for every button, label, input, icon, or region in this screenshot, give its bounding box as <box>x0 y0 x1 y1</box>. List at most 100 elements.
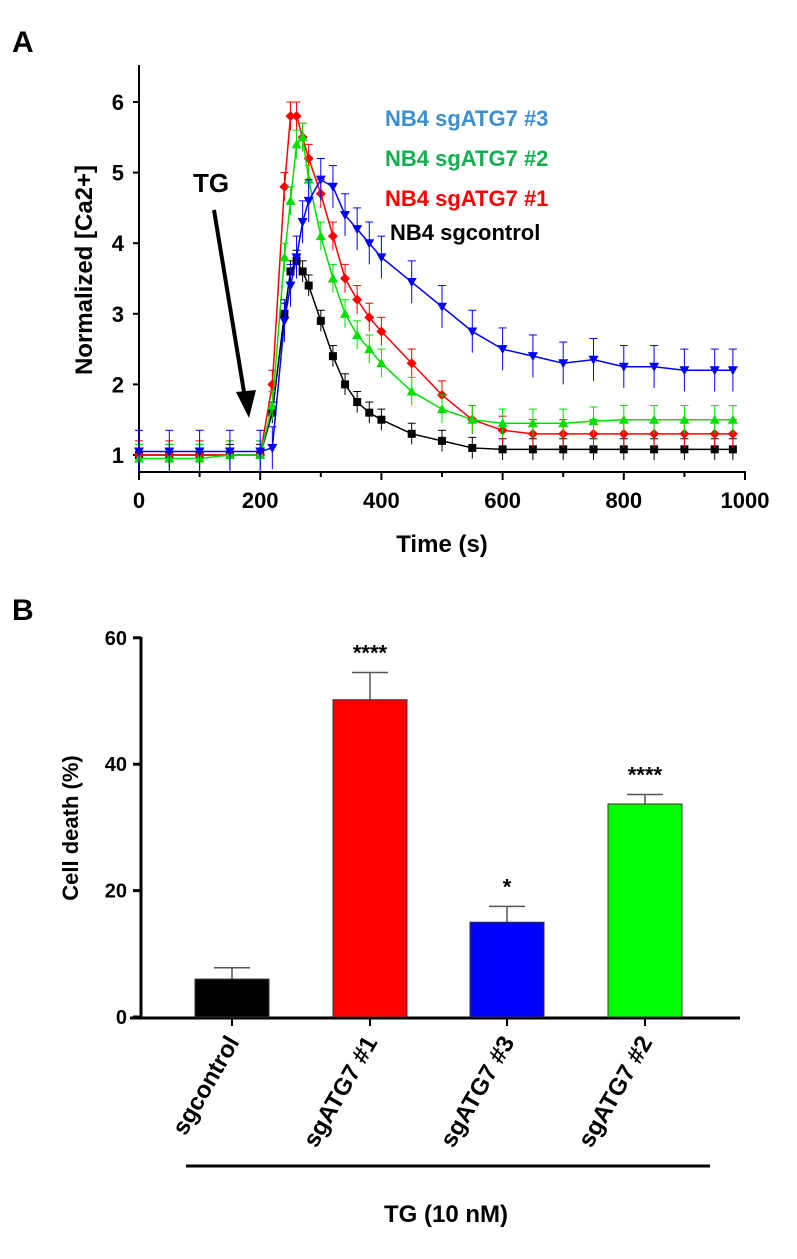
data-point <box>406 358 417 369</box>
x-tick-label: 1000 <box>721 488 770 513</box>
data-point <box>267 443 278 453</box>
legend-entry: NB4 sgcontrol <box>390 220 540 245</box>
x-tick-label: sgcontrol <box>167 1032 245 1140</box>
data-point <box>588 355 599 365</box>
y-tick-label: 60 <box>105 628 127 650</box>
panel-a-label: A <box>12 26 34 59</box>
data-point <box>303 196 314 206</box>
data-point <box>406 278 417 288</box>
data-point <box>327 231 338 242</box>
data-point <box>497 345 508 355</box>
data-point <box>467 414 478 424</box>
y-tick-label: 0 <box>116 1007 127 1029</box>
data-point <box>279 252 290 262</box>
y-tick-label: 6 <box>112 90 124 115</box>
data-point <box>352 225 363 235</box>
data-point <box>559 445 568 454</box>
x-tick-label: sgATG7 #1 <box>298 1032 383 1153</box>
panel-b-chart: 0 20 40 60 Cell death (%) sgcontrol **** sgATG7… <box>58 628 740 1228</box>
y-tick-label: 3 <box>112 302 124 327</box>
bar <box>469 921 545 1018</box>
data-point <box>364 344 375 354</box>
y-tick-label: 5 <box>112 161 124 186</box>
data-point <box>728 445 737 454</box>
data-point <box>376 358 387 368</box>
data-point <box>285 111 296 122</box>
data-point <box>365 408 374 417</box>
bar <box>332 699 408 1018</box>
x-tick-label: sgATG7 #2 <box>573 1032 658 1153</box>
data-point <box>588 416 599 426</box>
significance-label: **** <box>628 763 663 788</box>
significance-label: * <box>503 874 512 899</box>
data-point <box>297 218 308 228</box>
data-point <box>377 415 386 424</box>
bar <box>194 978 270 1018</box>
data-point <box>224 447 235 457</box>
data-point <box>291 111 302 122</box>
data-point <box>297 132 308 142</box>
data-point <box>134 447 144 457</box>
data-point <box>255 447 266 457</box>
x-tick-label: 200 <box>242 488 279 513</box>
legend-entry: NB4 sgATG7 #2 <box>385 146 548 171</box>
x-tick-label: sgATG7 #3 <box>435 1032 520 1153</box>
data-point <box>709 366 720 376</box>
data-point <box>589 445 598 454</box>
panel-b-label: B <box>12 594 34 627</box>
data-point <box>285 195 296 205</box>
data-point <box>406 386 417 396</box>
y-tick-label: 1 <box>112 443 124 468</box>
data-point <box>467 327 478 337</box>
data-point <box>279 181 290 192</box>
data-point <box>650 445 659 454</box>
data-point <box>468 443 477 452</box>
data-point <box>437 302 447 312</box>
data-point <box>558 359 569 369</box>
data-point <box>727 366 738 376</box>
legend-entry: NB4 sgATG7 #3 <box>385 106 548 131</box>
data-point <box>340 210 351 220</box>
data-point <box>679 414 690 424</box>
arrow-shaft <box>212 209 247 399</box>
data-point <box>353 398 362 407</box>
data-point <box>710 445 719 454</box>
y-axis-label: Cell death (%) <box>58 755 83 900</box>
data-point <box>298 267 307 276</box>
arrow-head <box>236 390 256 418</box>
data-point <box>437 404 447 414</box>
x-axis-label: Time (s) <box>396 531 488 558</box>
data-point <box>680 445 689 454</box>
data-point <box>341 380 350 389</box>
data-point <box>527 352 538 362</box>
data-point <box>267 400 278 410</box>
data-point <box>352 329 363 339</box>
y-tick-label: 2 <box>112 372 124 397</box>
data-point <box>327 273 338 283</box>
x-tick-label: 0 <box>133 488 145 513</box>
data-point <box>618 362 629 372</box>
data-point <box>285 281 296 291</box>
data-point <box>364 312 375 323</box>
y-tick-label: 4 <box>112 231 125 256</box>
data-point <box>727 414 738 424</box>
legend-entry: NB4 sgATG7 #1 <box>385 186 548 211</box>
data-point <box>340 273 351 284</box>
data-point <box>164 447 175 457</box>
data-point <box>709 414 720 424</box>
data-point <box>618 414 629 424</box>
y-tick-label: 20 <box>105 881 127 903</box>
significance-label: **** <box>353 641 388 666</box>
data-point <box>376 253 387 263</box>
data-point <box>679 366 690 376</box>
data-point <box>649 414 660 424</box>
y-axis-label: Normalized [Ca2+] <box>71 165 98 375</box>
data-point <box>649 362 660 372</box>
data-point <box>352 294 363 305</box>
data-point <box>291 139 302 149</box>
data-point <box>364 239 375 249</box>
data-point <box>407 429 416 438</box>
data-point <box>558 418 569 428</box>
data-point <box>498 445 507 454</box>
